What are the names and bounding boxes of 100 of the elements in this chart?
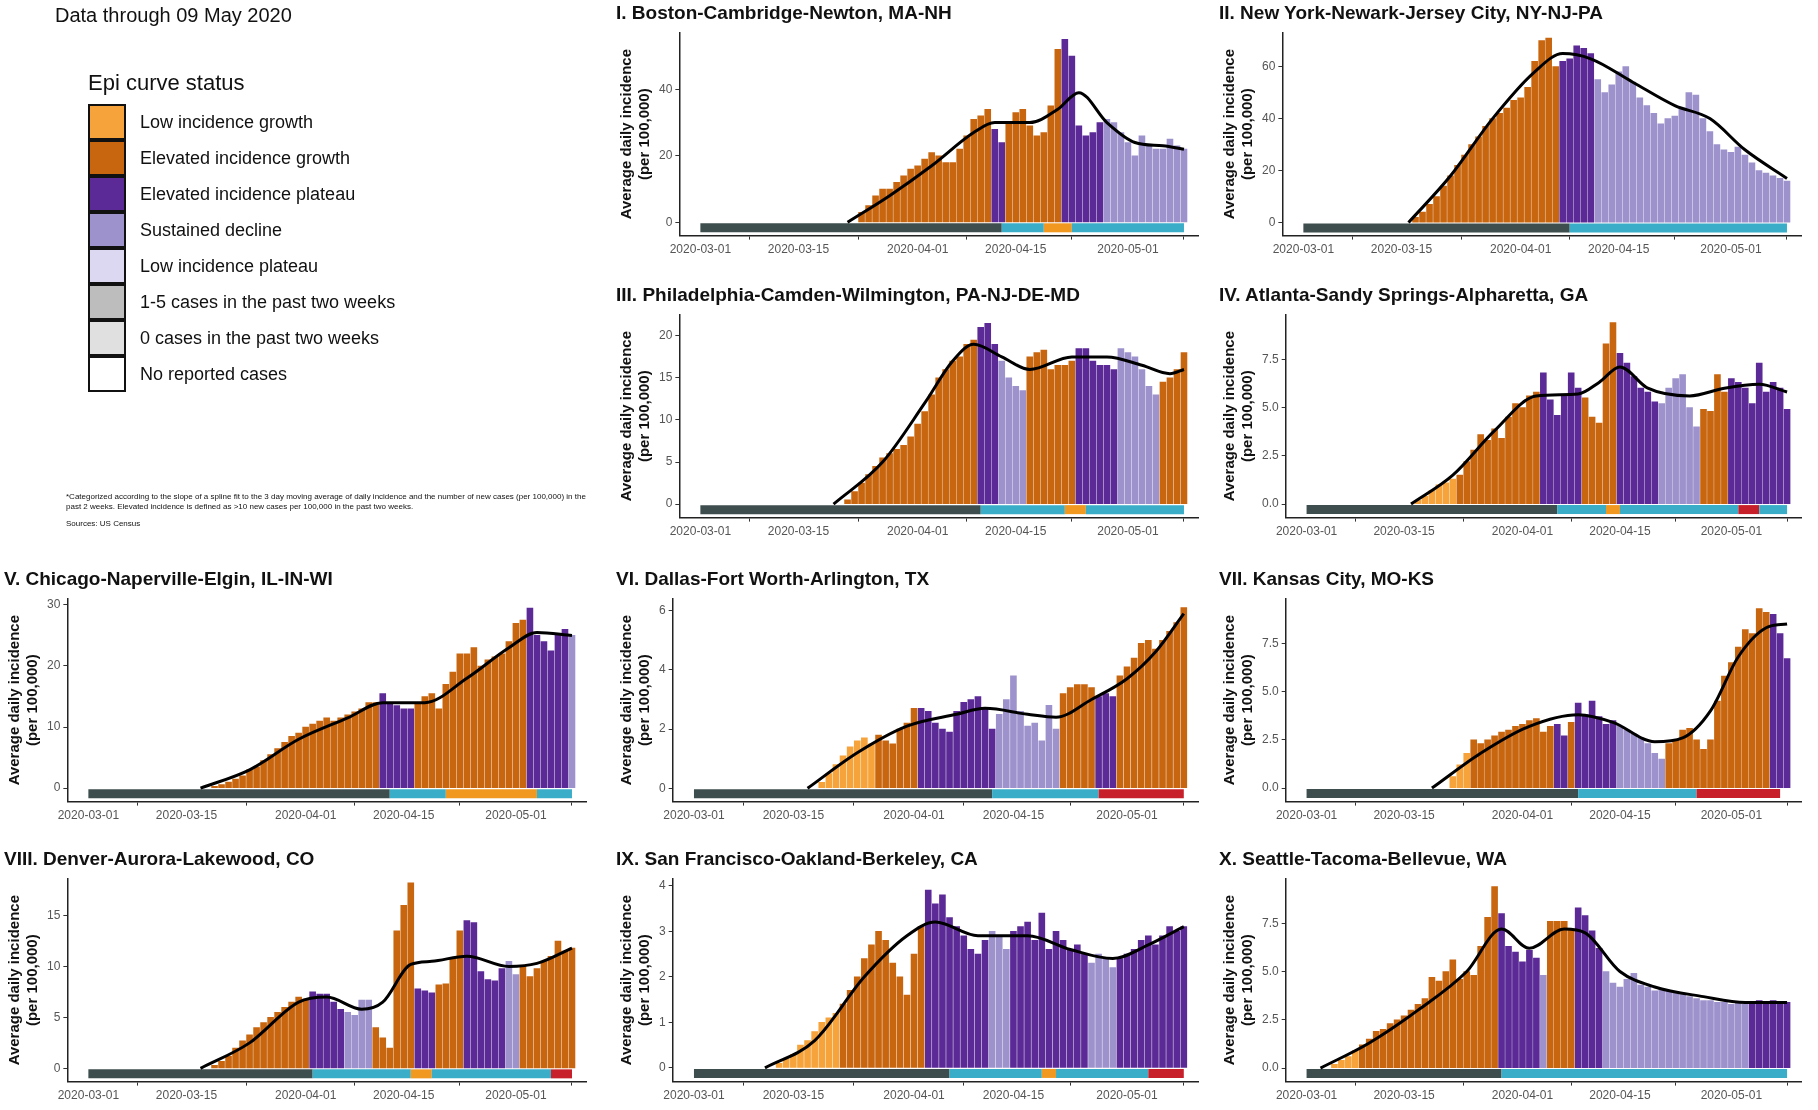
- y-tick-label: 2: [658, 969, 666, 984]
- x-tick-label: 2020-05-01: [1700, 808, 1763, 823]
- y-tick-label: 10: [46, 958, 61, 973]
- chart-title: IV. Atlanta-Sandy Springs-Alpharetta, GA: [1219, 283, 1589, 305]
- legend-label: Elevated incidence growth: [140, 147, 351, 169]
- x-tick-label: 2020-03-01: [663, 808, 725, 823]
- y-tick-label: 0: [665, 496, 673, 511]
- y-tick-label: 30: [46, 597, 61, 612]
- y-tick-label: 5.0: [1261, 683, 1279, 698]
- x-tick-label: 2020-03-01: [669, 242, 732, 257]
- line-series: [806, 612, 1186, 790]
- x-tick-label: 2020-04-01: [886, 242, 949, 257]
- y-axis-title: Average daily incidence (per 100,000): [1220, 615, 1256, 786]
- y-tick-label: 7.5: [1261, 351, 1279, 366]
- y-axis-title: Average daily incidence (per 100,000): [617, 49, 653, 220]
- x-tick-label: 2020-05-01: [1700, 1088, 1763, 1103]
- y-tick-label: 5.0: [1261, 399, 1279, 414]
- line-series: [846, 91, 1186, 224]
- y-tick-label: 2.5: [1261, 732, 1279, 747]
- x-tick-label: 2020-04-01: [1489, 242, 1552, 257]
- x-tick-label: 2020-04-15: [1588, 242, 1650, 257]
- x-tick-label: 2020-04-15: [985, 242, 1047, 257]
- text: Data through 09 May 2020: [55, 4, 292, 27]
- y-tick-label: 0.0: [1261, 780, 1279, 795]
- y-tick-label: 5.0: [1261, 963, 1279, 978]
- x-tick-label: 2020-05-01: [1097, 524, 1159, 539]
- bar: [568, 635, 576, 788]
- x-tick-label: 2020-03-15: [1373, 808, 1436, 823]
- x-tick-label: 2020-04-01: [274, 808, 337, 823]
- legend-label: Low incidence plateau: [140, 255, 319, 277]
- chart-title: VI. Dallas-Fort Worth-Arlington, TX: [616, 567, 930, 589]
- y-tick-label: 40: [658, 81, 673, 96]
- y-tick-label: 20: [46, 658, 61, 673]
- y-tick-label: 10: [658, 412, 673, 427]
- x-tick-label: 2020-03-01: [1272, 242, 1335, 257]
- y-tick-label: 20: [658, 328, 673, 343]
- y-axis-title: Average daily incidence (per 100,000): [5, 615, 41, 786]
- x-tick-label: 2020-03-01: [57, 1088, 120, 1103]
- legend-label: Elevated incidence plateau: [140, 183, 356, 205]
- x-tick-label: 2020-03-01: [1275, 524, 1338, 539]
- x-tick-label: 2020-04-15: [1589, 1088, 1651, 1103]
- x-tick-label: 2020-05-01: [1097, 242, 1159, 257]
- y-tick-label: 3: [658, 923, 666, 938]
- y-tick-label: 10: [46, 719, 61, 734]
- x-tick-label: 2020-03-15: [155, 1088, 218, 1103]
- bar: [1540, 975, 1547, 1068]
- y-axis-title: Average daily incidence (per 100,000): [617, 331, 653, 502]
- x-tick-label: 2020-04-15: [985, 524, 1047, 539]
- x-tick-label: 2020-05-01: [1096, 1088, 1159, 1103]
- x-tick-label: 2020-04-15: [1589, 524, 1651, 539]
- x-tick-label: 2020-05-01: [1700, 242, 1762, 257]
- y-tick-label: 5: [665, 454, 673, 469]
- x-tick-label: 2020-04-01: [274, 1088, 337, 1103]
- y-tick-label: 15: [658, 370, 673, 385]
- y-tick-label: 0: [658, 1060, 666, 1075]
- x-tick-label: 2020-03-15: [762, 1088, 825, 1103]
- y-tick-label: 0.0: [1261, 1060, 1279, 1075]
- text: *Categorized according to the slope of a spline fit to the 3 day moving average of daily incidence and the number of new cases (per 100,000) in the past 2 weeks. Elevated incidence is defined as >10 new cases per 100,000 in the past two weeks.: [66, 492, 586, 513]
- chart-title: V. Chicago-Naperville-Elgin, IL-IN-WI: [4, 567, 333, 589]
- x-tick-label: 2020-04-15: [373, 808, 435, 823]
- y-tick-label: 2.5: [1261, 1012, 1279, 1027]
- y-axis-title: Average daily incidence (per 100,000): [617, 895, 653, 1066]
- line-series: [1407, 52, 1789, 225]
- x-tick-label: 2020-04-01: [886, 524, 949, 539]
- y-axis-title: Average daily incidence (per 100,000): [1220, 895, 1256, 1066]
- y-tick-label: 0: [665, 214, 673, 229]
- line-series: [1319, 927, 1789, 1070]
- y-tick-label: 60: [1261, 58, 1276, 73]
- x-tick-label: 2020-05-01: [485, 808, 547, 823]
- x-tick-label: 2020-04-01: [1491, 1088, 1554, 1103]
- chart-title: VIII. Denver-Aurora-Lakewood, CO: [4, 847, 315, 869]
- x-tick-label: 2020-04-01: [1491, 808, 1554, 823]
- y-tick-label: 20: [658, 148, 673, 163]
- y-axis-title: Average daily incidence (per 100,000): [1220, 49, 1256, 220]
- y-tick-label: 0.0: [1261, 496, 1279, 511]
- x-tick-label: 2020-03-01: [669, 524, 732, 539]
- chart-title: III. Philadelphia-Camden-Wilmington, PA-NJ-DE-MD: [616, 283, 1080, 305]
- y-tick-label: 40: [1261, 110, 1276, 125]
- line-series: [199, 946, 574, 1070]
- legend-label: 0 cases in the past two weeks: [140, 327, 380, 349]
- line-series: [1430, 622, 1789, 790]
- x-tick-label: 2020-03-15: [767, 242, 830, 257]
- y-tick-label: 5: [53, 1009, 61, 1024]
- y-tick-label: 4: [658, 877, 666, 892]
- x-tick-label: 2020-03-01: [57, 808, 120, 823]
- y-tick-label: 7.5: [1261, 915, 1279, 930]
- x-tick-label: 2020-03-15: [762, 808, 825, 823]
- x-tick-label: 2020-03-01: [663, 1088, 725, 1103]
- x-tick-label: 2020-05-01: [1096, 808, 1159, 823]
- bar: [1567, 722, 1575, 788]
- y-tick-label: 1: [658, 1014, 666, 1029]
- x-tick-label: 2020-04-15: [373, 1088, 435, 1103]
- y-tick-label: 0: [53, 1060, 61, 1075]
- y-tick-label: 6: [658, 602, 666, 617]
- y-axis-title: Average daily incidence (per 100,000): [617, 615, 653, 786]
- y-tick-label: 0: [658, 780, 666, 795]
- chart-title: IX. San Francisco-Oakland-Berkeley, CA: [616, 847, 979, 869]
- legend-title: Epi curve status: [88, 70, 246, 96]
- x-tick-label: 2020-05-01: [1700, 524, 1763, 539]
- y-tick-label: 15: [46, 907, 61, 922]
